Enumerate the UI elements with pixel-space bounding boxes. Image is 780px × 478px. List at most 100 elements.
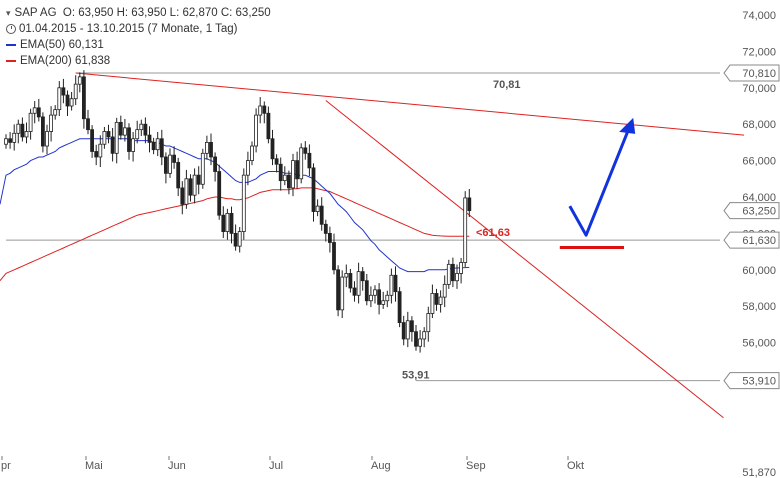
candle (393, 266, 398, 302)
candle (196, 166, 201, 195)
candle (82, 70, 86, 129)
candle (123, 118, 127, 142)
candle (127, 123, 131, 160)
candle-body (114, 121, 119, 154)
price-box: 53,910 (723, 372, 780, 390)
candle-body (204, 141, 209, 154)
candle-body (73, 83, 78, 100)
candle (192, 168, 197, 204)
candle-body (127, 127, 131, 152)
candle-body (90, 129, 94, 152)
candle (69, 91, 74, 111)
candle (159, 129, 164, 166)
candle-body (221, 214, 226, 232)
candle (377, 283, 382, 315)
candle-body (86, 118, 90, 131)
candle (315, 199, 320, 217)
candle-body (418, 338, 423, 347)
candle (131, 132, 136, 162)
candle (57, 81, 62, 117)
candle-body (467, 197, 472, 212)
candle (311, 163, 316, 222)
candle-body (233, 232, 238, 247)
candle (147, 126, 152, 153)
candle (245, 151, 250, 186)
trendline-lower (325, 100, 724, 419)
candle-body (36, 107, 41, 118)
candle-body (168, 154, 172, 174)
candle-body (266, 112, 271, 140)
candle (139, 119, 144, 137)
candle (151, 137, 156, 155)
candle (94, 144, 99, 166)
candle-body (159, 138, 164, 158)
candle (258, 97, 263, 124)
candle-body (360, 271, 365, 282)
ema50-value: 60,131 (68, 39, 104, 51)
candle-body (254, 114, 259, 147)
ema200-swatch (6, 60, 16, 62)
candle-body (245, 160, 250, 176)
candle (4, 134, 8, 149)
y-tick-label: 70,000 (742, 83, 776, 95)
candle (389, 268, 394, 304)
candle (303, 141, 308, 160)
candle (77, 72, 82, 93)
candle (360, 267, 365, 291)
candle-body (176, 162, 181, 189)
candle (373, 285, 377, 304)
candle-body (250, 145, 254, 161)
candle-body (217, 171, 222, 216)
candle-body (348, 273, 353, 289)
candle (356, 262, 361, 304)
candle-body (364, 280, 369, 302)
forecast-path (568, 127, 631, 237)
candle-body (389, 274, 394, 296)
candle (418, 330, 423, 353)
candle-body (385, 294, 390, 302)
candle (200, 148, 205, 189)
candle (327, 226, 332, 253)
annotation-high: 70,81 (493, 79, 521, 91)
candle (32, 101, 37, 124)
candle-body (110, 136, 115, 154)
candle (282, 166, 287, 186)
candle (163, 152, 168, 184)
candle (73, 75, 78, 106)
ema200-line (0, 187, 470, 282)
candle (12, 124, 17, 151)
candle-body (147, 134, 152, 143)
grid-lines (6, 72, 720, 382)
legend-period-row: 01.04.2015 - 13.10.2015 (7 Monate, 1 Tag… (6, 21, 271, 37)
candle-body (274, 158, 279, 165)
x-tick-label: Jul (269, 460, 283, 472)
candle-body (397, 291, 402, 323)
candle (188, 174, 193, 202)
x-tick-label: Sep (466, 460, 486, 472)
candle-body (229, 212, 234, 234)
candle-body (237, 231, 242, 247)
candle-body (286, 174, 291, 189)
candle (102, 126, 107, 149)
candle (213, 152, 218, 182)
candle-body (188, 178, 193, 196)
candle-body (336, 269, 341, 311)
candle-body (32, 107, 37, 114)
candle (442, 275, 447, 308)
candle-body (344, 273, 349, 278)
x-tick-label: Mai (85, 460, 103, 472)
candle (455, 264, 459, 289)
ema50-line (0, 138, 470, 273)
candle-body (368, 294, 373, 302)
price-box: 63,250 (723, 202, 780, 220)
x-tick-label: pr (1, 460, 11, 472)
ohlc-values: O: 63,950 H: 63,950 L: 62,870 C: 63,250 (62, 7, 271, 19)
candle-body (258, 105, 263, 116)
candle-body (53, 109, 58, 116)
candle-body (401, 322, 406, 340)
candle (135, 120, 140, 144)
candle (434, 288, 439, 311)
price-box-frame (723, 202, 780, 220)
trendline-upper (75, 72, 745, 136)
